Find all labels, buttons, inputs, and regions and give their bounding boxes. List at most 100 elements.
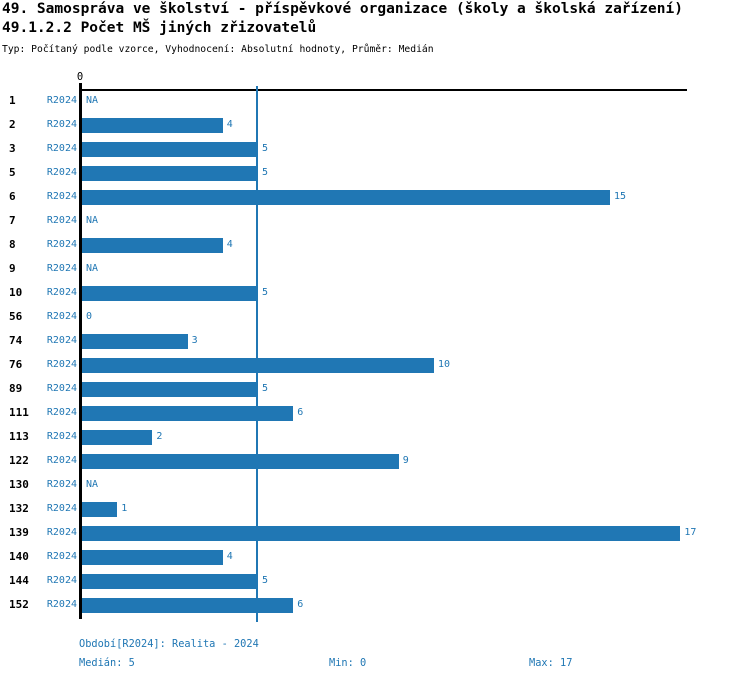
bar [82,453,399,469]
row-id-label: 76 [9,358,23,371]
chart-row: 152 R2024 6 [0,593,750,617]
row-id-label: 3 [9,142,16,155]
chart-row: 130 R2024 NA [0,473,750,497]
bar [82,117,223,133]
row-period-label: R2024 [46,551,77,562]
footer-max: Max: 17 [529,657,573,669]
row-period-label: R2024 [46,263,77,274]
chart-row: 144 R2024 5 [0,569,750,593]
row-id-label: 1 [9,94,16,107]
bar [82,165,258,181]
row-period-label: R2024 [46,431,77,442]
bar [82,573,258,589]
chart-row: 113 R2024 2 [0,425,750,449]
row-period-label: R2024 [46,527,77,538]
row-value-label: 5 [262,143,269,154]
row-id-label: 8 [9,238,16,251]
row-period-label: R2024 [46,359,77,370]
x-axis-zero-label: 0 [76,71,84,83]
bar [82,381,258,397]
row-period-label: R2024 [46,407,77,418]
bar [82,237,223,253]
row-value-label: 5 [262,167,269,178]
row-id-label: 130 [9,478,29,491]
bar [82,357,434,373]
chart-row: 3 R2024 5 [0,137,750,161]
median-line [256,86,258,622]
row-value-label: 5 [262,287,269,298]
footer-min: Min: 0 [329,657,367,669]
chart-row: 76 R2024 10 [0,353,750,377]
row-period-label: R2024 [46,143,77,154]
row-id-label: 5 [9,166,16,179]
chart-row: 6 R2024 15 [0,185,750,209]
row-period-label: R2024 [46,239,77,250]
chart-row: 122 R2024 9 [0,449,750,473]
row-value-label: 4 [226,119,233,130]
x-axis-line [80,89,687,91]
row-value-label: 6 [297,407,304,418]
row-period-label: R2024 [46,335,77,346]
row-id-label: 111 [9,406,29,419]
bar [82,405,294,421]
row-id-label: 74 [9,334,23,347]
row-value-label: 10 [438,359,451,370]
row-period-label: R2024 [46,167,77,178]
row-id-label: 56 [9,310,23,323]
row-id-label: 7 [9,214,16,227]
chart-row: 140 R2024 4 [0,545,750,569]
row-id-label: 2 [9,118,16,131]
chart-row: 10 R2024 5 [0,281,750,305]
chart-row: 111 R2024 6 [0,401,750,425]
chart-row: 9 R2024 NA [0,257,750,281]
page-title: 49. Samospráva ve školství - příspěvkové… [2,1,683,17]
footer-median: Medián: 5 [79,657,135,669]
row-id-label: 10 [9,286,23,299]
bar [82,597,294,613]
row-value-label: NA [86,215,99,226]
row-id-label: 152 [9,598,29,611]
bar [82,501,118,517]
bar [82,141,258,157]
y-axis-line [79,83,82,619]
row-value-label: 3 [191,335,198,346]
row-value-label: NA [86,95,99,106]
footer-period-info: Období[R2024]: Realita - 2024 [79,638,259,650]
row-period-label: R2024 [46,191,77,202]
row-value-label: 9 [402,455,409,466]
chart-row: 5 R2024 5 [0,161,750,185]
row-period-label: R2024 [46,383,77,394]
chart-meta: Typ: Počítaný podle vzorce, Vyhodnocení:… [2,44,434,55]
chart-row: 7 R2024 NA [0,209,750,233]
row-period-label: R2024 [46,479,77,490]
bar [82,549,223,565]
bar [82,429,153,445]
page-subtitle: 49.1.2.2 Počet MŠ jiných zřizovatelů [2,20,317,36]
bar [82,189,610,205]
chart-row: 8 R2024 4 [0,233,750,257]
chart-row: 1 R2024 NA [0,89,750,113]
row-period-label: R2024 [46,119,77,130]
row-period-label: R2024 [46,599,77,610]
row-value-label: 17 [684,527,697,538]
row-value-label: 15 [614,191,627,202]
row-id-label: 6 [9,190,16,203]
row-period-label: R2024 [46,455,77,466]
row-value-label: 4 [226,551,233,562]
chart-row: 2 R2024 4 [0,113,750,137]
row-id-label: 113 [9,430,29,443]
row-value-label: NA [86,263,99,274]
row-period-label: R2024 [46,575,77,586]
bar [82,525,681,541]
row-id-label: 89 [9,382,23,395]
row-id-label: 9 [9,262,16,275]
chart-row: 132 R2024 1 [0,497,750,521]
row-period-label: R2024 [46,311,77,322]
row-period-label: R2024 [46,95,77,106]
chart-row: 74 R2024 3 [0,329,750,353]
row-period-label: R2024 [46,215,77,226]
row-id-label: 132 [9,502,29,515]
row-value-label: 1 [121,503,128,514]
row-value-label: 6 [297,599,304,610]
